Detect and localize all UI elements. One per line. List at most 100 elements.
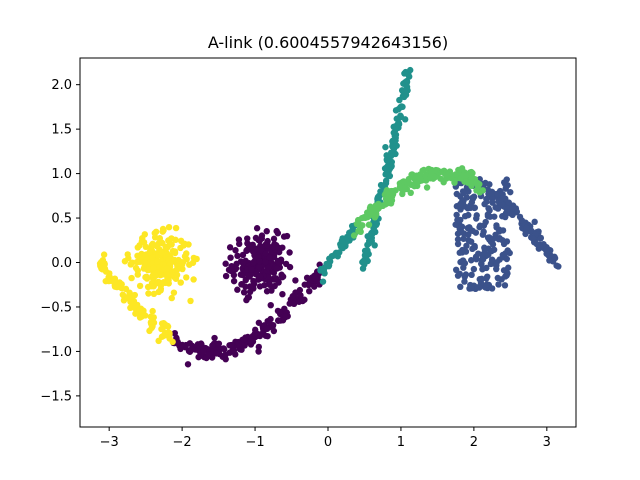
scatter-point bbox=[365, 221, 373, 228]
x-tick-label: −1 bbox=[245, 435, 264, 450]
scatter-point bbox=[275, 244, 282, 251]
scatter-point bbox=[479, 256, 487, 263]
scatter-point bbox=[292, 277, 299, 284]
scatter-point bbox=[274, 230, 282, 237]
scatter-point bbox=[127, 298, 134, 306]
scatter-point bbox=[158, 249, 165, 257]
scatter-point bbox=[230, 277, 238, 285]
scatter-point bbox=[187, 297, 194, 305]
scatter-point bbox=[160, 279, 167, 286]
scatter-point bbox=[475, 250, 482, 257]
scatter-point bbox=[413, 173, 420, 180]
scatter-point bbox=[138, 253, 146, 260]
scatter-point bbox=[551, 254, 559, 262]
scatter-point bbox=[468, 257, 475, 264]
scatter-point bbox=[234, 286, 241, 293]
scatter-point bbox=[213, 350, 220, 357]
scatter-point bbox=[473, 255, 480, 263]
scatter-point bbox=[266, 281, 274, 289]
scatter-point bbox=[311, 272, 318, 280]
scatter-point bbox=[364, 209, 371, 216]
scatter-point bbox=[452, 171, 459, 178]
scatter-point bbox=[403, 83, 411, 91]
scatter-point bbox=[419, 167, 426, 174]
scatter-point bbox=[355, 219, 362, 226]
scatter-point bbox=[186, 340, 194, 347]
scatter-point bbox=[364, 247, 371, 254]
scatter-point bbox=[303, 274, 311, 282]
scatter-point bbox=[454, 236, 462, 243]
scatter-point bbox=[367, 232, 374, 239]
scatter-point bbox=[407, 66, 414, 74]
scatter-point bbox=[479, 231, 487, 238]
scatter-point bbox=[240, 289, 248, 296]
scatter-point bbox=[499, 194, 506, 201]
scatter-point bbox=[464, 179, 472, 186]
scatter-point bbox=[165, 224, 173, 231]
scatter-point bbox=[149, 240, 156, 248]
scatter-point bbox=[262, 250, 269, 257]
scatter-point bbox=[476, 284, 483, 291]
scatter-point bbox=[452, 266, 460, 274]
scatter-point bbox=[228, 341, 235, 349]
scatter-point bbox=[99, 266, 106, 273]
scatter-point bbox=[399, 103, 406, 111]
scatter-point bbox=[197, 340, 205, 347]
scatter-point bbox=[365, 240, 373, 247]
scatter-point bbox=[276, 308, 284, 315]
scatter-point bbox=[148, 324, 155, 332]
scatter-point bbox=[155, 337, 162, 345]
x-tick-label: −2 bbox=[173, 435, 192, 450]
scatter-point bbox=[152, 272, 159, 279]
scatter-point bbox=[469, 194, 477, 201]
x-tick-label: 1 bbox=[397, 435, 405, 450]
scatter-point bbox=[120, 297, 128, 304]
scatter-point bbox=[489, 199, 496, 206]
y-axis: −1.5 −1.0 −0.5 0.0 0.5 1.0 1.5 2.0 bbox=[40, 78, 80, 404]
scatter-point bbox=[272, 275, 280, 282]
scatter-point bbox=[453, 211, 460, 219]
scatter-point bbox=[151, 229, 158, 237]
scatter-point bbox=[311, 283, 318, 290]
scatter-point bbox=[266, 254, 273, 261]
scatter-point bbox=[172, 224, 180, 232]
scatter-point bbox=[246, 244, 254, 251]
scatter-point bbox=[476, 180, 483, 188]
scatter-point bbox=[330, 252, 337, 259]
y-tick-label: 2.0 bbox=[51, 78, 72, 93]
scatter-point bbox=[274, 257, 282, 265]
scatter-point bbox=[401, 186, 409, 193]
scatter-point bbox=[145, 290, 152, 297]
scatter-point bbox=[485, 251, 492, 258]
scatter-point bbox=[458, 228, 465, 236]
scatter-point bbox=[257, 242, 264, 250]
scatter-point bbox=[483, 198, 490, 205]
scatter-point bbox=[128, 274, 135, 282]
scatter-point bbox=[509, 211, 516, 219]
scatter-point bbox=[522, 230, 529, 238]
scatter-point bbox=[131, 291, 138, 299]
scatter-point bbox=[471, 244, 478, 251]
scatter-point bbox=[458, 165, 466, 172]
scatter-point bbox=[337, 243, 345, 250]
scatter-point bbox=[250, 259, 257, 266]
scatter-point bbox=[356, 225, 364, 232]
scatter-point bbox=[237, 271, 245, 278]
scatter-point bbox=[470, 265, 478, 273]
scatter-point bbox=[226, 244, 234, 251]
scatter-point bbox=[247, 338, 255, 345]
scatter-point bbox=[255, 319, 263, 326]
scatter-point bbox=[127, 304, 134, 312]
scatter-point bbox=[256, 258, 263, 265]
scatter-point bbox=[444, 171, 451, 179]
y-tick-label: 0.5 bbox=[51, 212, 72, 227]
scatter-point bbox=[173, 271, 181, 279]
scatter-point bbox=[258, 235, 266, 242]
scatter-point bbox=[465, 211, 472, 219]
scatter-point bbox=[468, 285, 475, 292]
scatter-point bbox=[461, 278, 468, 285]
scatter-point bbox=[244, 235, 251, 242]
scatter-point bbox=[102, 277, 109, 285]
scatter-point bbox=[264, 332, 271, 340]
scatter-point bbox=[209, 342, 216, 349]
